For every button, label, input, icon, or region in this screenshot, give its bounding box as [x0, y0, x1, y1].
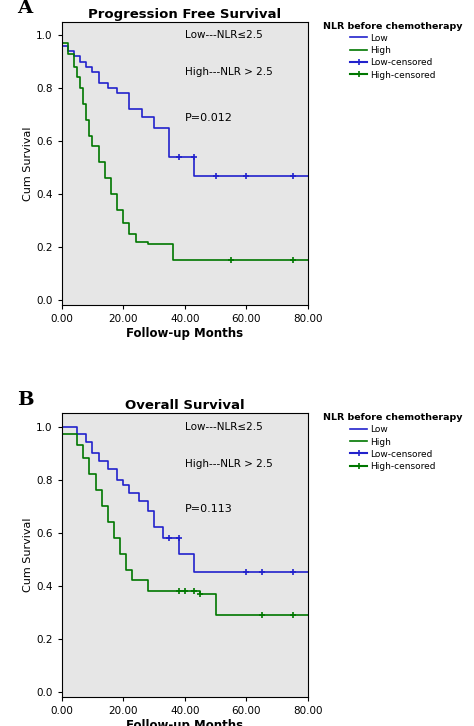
Text: P=0.113: P=0.113	[185, 504, 233, 514]
Text: B: B	[17, 391, 34, 409]
Y-axis label: Cum Survival: Cum Survival	[23, 126, 33, 201]
Text: P=0.012: P=0.012	[185, 113, 233, 123]
X-axis label: Follow-up Months: Follow-up Months	[126, 719, 244, 726]
X-axis label: Follow-up Months: Follow-up Months	[126, 327, 244, 340]
Y-axis label: Cum Survival: Cum Survival	[23, 518, 33, 592]
Title: Progression Free Survival: Progression Free Survival	[88, 7, 282, 20]
Text: Low---NLR≤2.5: Low---NLR≤2.5	[185, 422, 263, 432]
Text: A: A	[17, 0, 32, 17]
Text: Low---NLR≤2.5: Low---NLR≤2.5	[185, 30, 263, 40]
Title: Overall Survival: Overall Survival	[125, 399, 245, 412]
Text: High---NLR > 2.5: High---NLR > 2.5	[185, 68, 273, 77]
Text: High---NLR > 2.5: High---NLR > 2.5	[185, 459, 273, 469]
Legend: Low, High, Low-censored, High-censored: Low, High, Low-censored, High-censored	[322, 20, 464, 81]
Legend: Low, High, Low-censored, High-censored: Low, High, Low-censored, High-censored	[322, 412, 464, 472]
